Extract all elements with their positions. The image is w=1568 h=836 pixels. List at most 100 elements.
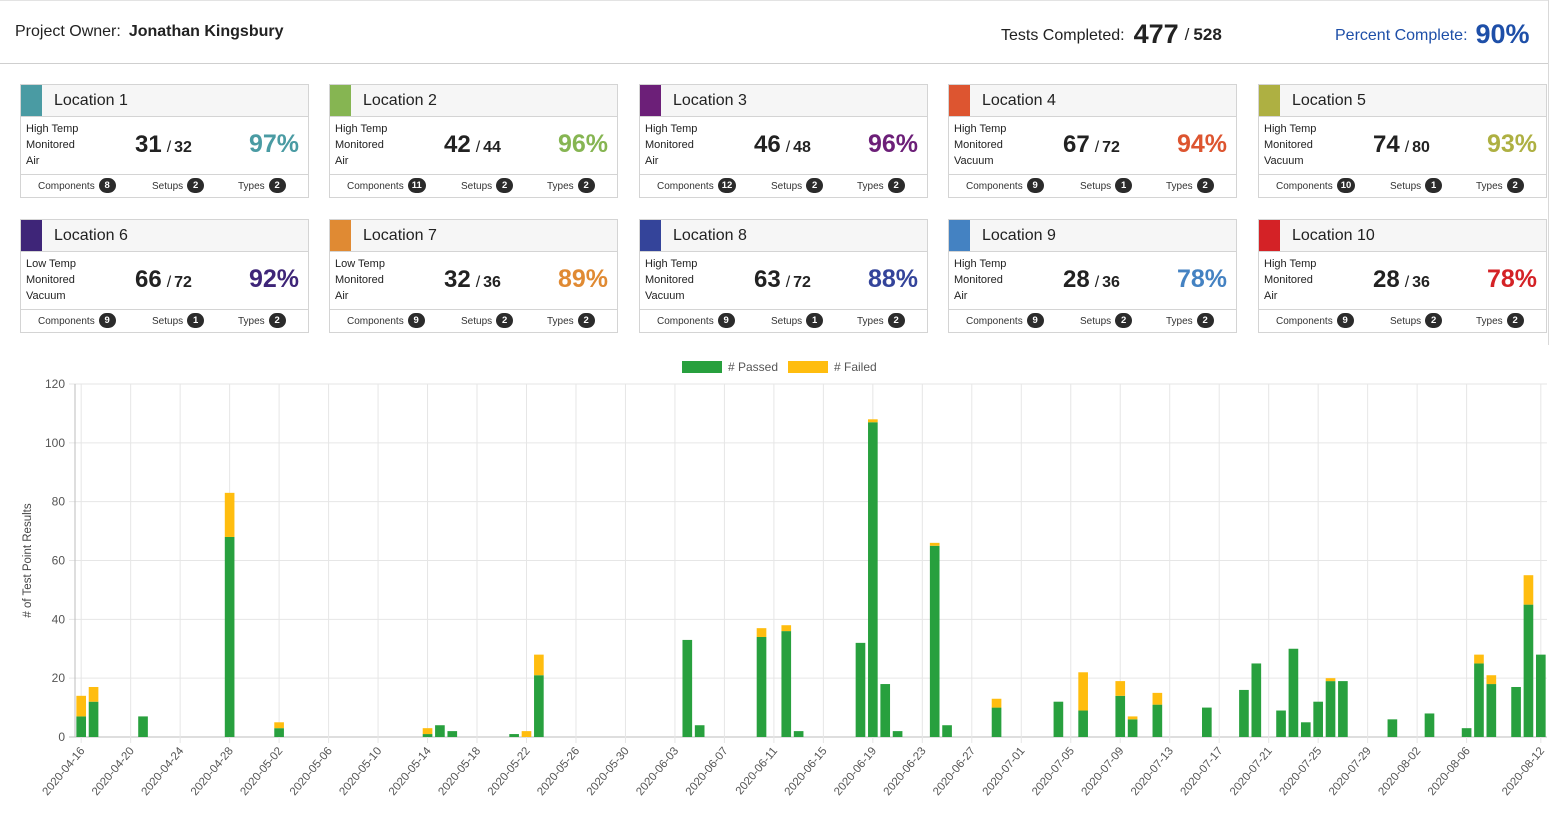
failed-bar bbox=[76, 695, 87, 717]
passed-bar bbox=[534, 675, 544, 737]
location-card-footer: Components 9 Setups 1 Types 2 bbox=[949, 175, 1236, 197]
y-tick-label: 80 bbox=[52, 495, 66, 509]
location-card-footer: Components 9 Setups 2 Types 2 bbox=[1259, 310, 1546, 332]
failed-bar bbox=[781, 625, 792, 632]
components-badge: 9 bbox=[1336, 313, 1354, 328]
location-attribute-temp: High Temp bbox=[954, 123, 1007, 135]
x-tick-label: 2020-06-23 bbox=[882, 745, 929, 798]
components-badge: 9 bbox=[1026, 178, 1044, 193]
location-color-swatch bbox=[949, 85, 970, 116]
location-card-body: High Temp Monitored Air 31/32 97% bbox=[21, 117, 308, 175]
components-stat: Components 8 bbox=[38, 178, 116, 194]
passed-bar bbox=[1474, 663, 1484, 737]
passed-bar bbox=[1486, 684, 1497, 737]
legend-label: # Failed bbox=[834, 360, 877, 374]
components-stat: Components 9 bbox=[347, 313, 425, 329]
location-attribute-medium: Vacuum bbox=[954, 155, 994, 167]
setups-badge: 2 bbox=[1425, 313, 1443, 328]
location-card[interactable]: Location 10 High Temp Monitored Air 28/36 78%… bbox=[1258, 219, 1547, 333]
x-tick-label: 2020-06-11 bbox=[734, 745, 780, 797]
setups-label: Setups bbox=[1390, 316, 1422, 327]
location-card[interactable]: Location 8 High Temp Monitored Vacuum 63/72 8… bbox=[639, 219, 928, 333]
failed-bar bbox=[1486, 675, 1497, 685]
location-card-body: Low Temp Monitored Vacuum 66/72 92% bbox=[21, 252, 308, 310]
location-card[interactable]: Location 9 High Temp Monitored Air 28/36 78% C… bbox=[948, 219, 1237, 333]
y-tick-label: 120 bbox=[45, 377, 65, 391]
components-label: Components bbox=[966, 316, 1023, 327]
x-tick-label: 2020-05-18 bbox=[436, 745, 483, 798]
passed-bar bbox=[868, 422, 878, 737]
passed-bar bbox=[1276, 710, 1286, 737]
location-tests-slash: / bbox=[475, 139, 481, 156]
location-card-footer: Components 9 Setups 2 Types 2 bbox=[330, 310, 617, 332]
location-tests-total: 72 bbox=[793, 274, 811, 291]
location-card[interactable]: Location 5 High Temp Monitored Vacuum 74/80 9… bbox=[1258, 84, 1547, 198]
x-tick-label: 2020-07-05 bbox=[1030, 745, 1077, 798]
failed-bar bbox=[422, 728, 433, 735]
failed-bar bbox=[1127, 716, 1138, 720]
location-card-footer: Components 8 Setups 2 Types 2 bbox=[21, 175, 308, 197]
location-card[interactable]: Location 4 High Temp Monitored Vacuum 67/72 9… bbox=[948, 84, 1237, 198]
location-test-count: 74/80 bbox=[1373, 131, 1430, 159]
location-card[interactable]: Location 3 High Temp Monitored Air 46/48 96% C… bbox=[639, 84, 928, 198]
types-stat: Types 2 bbox=[547, 313, 595, 329]
setups-badge: 1 bbox=[187, 313, 205, 328]
location-card[interactable]: Location 2 High Temp Monitored Air 42/44 96% C… bbox=[329, 84, 618, 198]
setups-label: Setups bbox=[1080, 316, 1112, 327]
passed-bar bbox=[929, 545, 940, 737]
types-label: Types bbox=[1476, 181, 1503, 192]
location-attribute-medium: Vacuum bbox=[26, 290, 66, 302]
page-divider bbox=[1548, 0, 1549, 345]
types-badge: 2 bbox=[268, 178, 286, 193]
location-card[interactable]: Location 1 High Temp Monitored Air 31/32 97% C… bbox=[20, 84, 309, 198]
passed-bar bbox=[1239, 689, 1249, 737]
location-percent: 89% bbox=[557, 265, 608, 293]
location-title: Location 5 bbox=[1292, 92, 1366, 109]
passed-bar bbox=[1338, 681, 1348, 737]
location-attribute-temp: High Temp bbox=[26, 123, 79, 135]
location-color-swatch bbox=[640, 85, 661, 116]
location-attribute-temp: Low Temp bbox=[26, 258, 76, 270]
location-attribute-temp: High Temp bbox=[335, 123, 388, 135]
location-test-count: 42/44 bbox=[444, 131, 501, 159]
location-attributes: Low Temp Monitored Vacuum bbox=[26, 256, 76, 304]
location-attributes: High Temp Monitored Vacuum bbox=[954, 121, 1006, 169]
location-attribute-monitoring: Monitored bbox=[954, 139, 1003, 151]
setups-badge: 2 bbox=[806, 178, 824, 193]
types-badge: 2 bbox=[1196, 178, 1214, 193]
location-card-header: Location 1 bbox=[21, 85, 308, 117]
location-title: Location 7 bbox=[363, 227, 437, 244]
x-tick-label: 2020-08-12 bbox=[1500, 745, 1547, 798]
x-tick-label: 2020-04-16 bbox=[40, 745, 87, 798]
passed-bar bbox=[447, 731, 458, 737]
legend-swatch bbox=[682, 361, 722, 373]
location-card[interactable]: Location 6 Low Temp Monitored Vacuum 66/72 92… bbox=[20, 219, 309, 333]
location-attributes: High Temp Monitored Air bbox=[645, 121, 697, 169]
passed-bar bbox=[793, 731, 804, 737]
types-stat: Types 2 bbox=[857, 178, 905, 194]
owner-name: Jonathan Kingsbury bbox=[128, 23, 284, 40]
location-card-body: High Temp Monitored Vacuum 67/72 94% bbox=[949, 117, 1236, 175]
location-tests-total: 72 bbox=[1102, 139, 1120, 156]
setups-stat: Setups 2 bbox=[771, 178, 824, 194]
setups-label: Setups bbox=[1390, 181, 1422, 192]
x-tick-label: 2020-06-15 bbox=[783, 745, 830, 798]
location-attributes: High Temp Monitored Air bbox=[1264, 256, 1316, 304]
passed-bar bbox=[435, 725, 445, 737]
location-card[interactable]: Location 7 Low Temp Monitored Air 32/36 89% Co… bbox=[329, 219, 618, 333]
location-tests-total: 72 bbox=[174, 274, 192, 291]
location-attribute-monitoring: Monitored bbox=[335, 139, 384, 151]
passed-bar bbox=[1387, 719, 1398, 737]
location-tests-done: 46 bbox=[754, 131, 781, 158]
location-color-swatch bbox=[1259, 220, 1280, 251]
setups-badge: 2 bbox=[496, 178, 514, 193]
location-test-count: 28/36 bbox=[1063, 266, 1120, 294]
location-card-header: Location 3 bbox=[640, 85, 927, 117]
failed-bar bbox=[1523, 575, 1534, 605]
location-percent: 94% bbox=[1176, 130, 1227, 158]
location-card-header: Location 6 bbox=[21, 220, 308, 252]
location-attributes: High Temp Monitored Vacuum bbox=[645, 256, 697, 304]
location-test-count: 66/72 bbox=[135, 266, 192, 294]
location-tests-done: 28 bbox=[1373, 266, 1400, 293]
failed-bar bbox=[1325, 678, 1336, 682]
